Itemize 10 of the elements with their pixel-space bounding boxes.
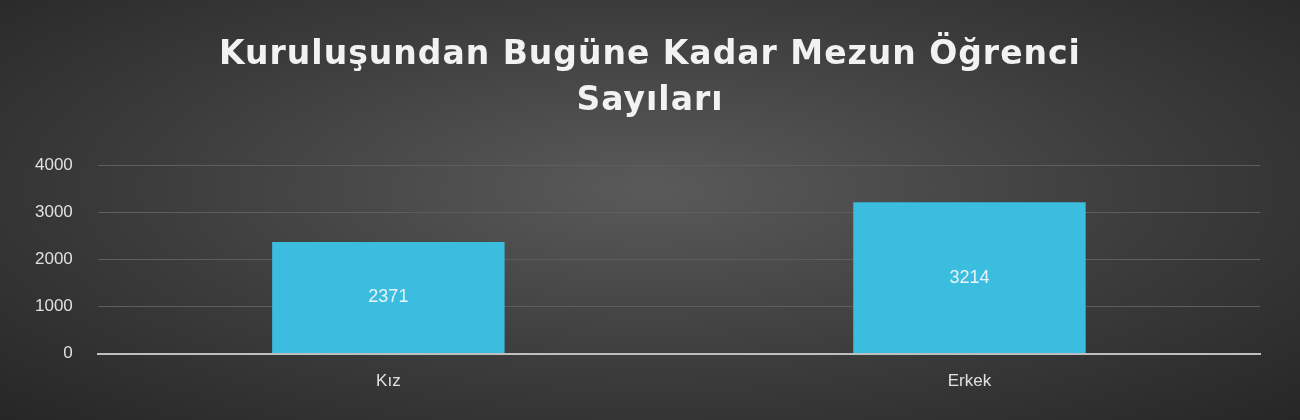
data-label: 2371	[368, 286, 409, 307]
x-tick-label: Kız	[376, 371, 401, 391]
y-tick-label: 2000	[34, 249, 73, 269]
y-tick-label: 1000	[34, 296, 73, 316]
y-tick-label: 3000	[34, 201, 73, 221]
y-tick-label: 0	[63, 343, 73, 363]
x-tick-label: Erkek	[947, 371, 992, 391]
y-tick-label: 4000	[34, 154, 73, 174]
data-label: 3214	[949, 266, 990, 287]
chart-title: Kuruluşundan Bugüne Kadar Mezun Öğrenci Sayıları	[218, 31, 1082, 120]
